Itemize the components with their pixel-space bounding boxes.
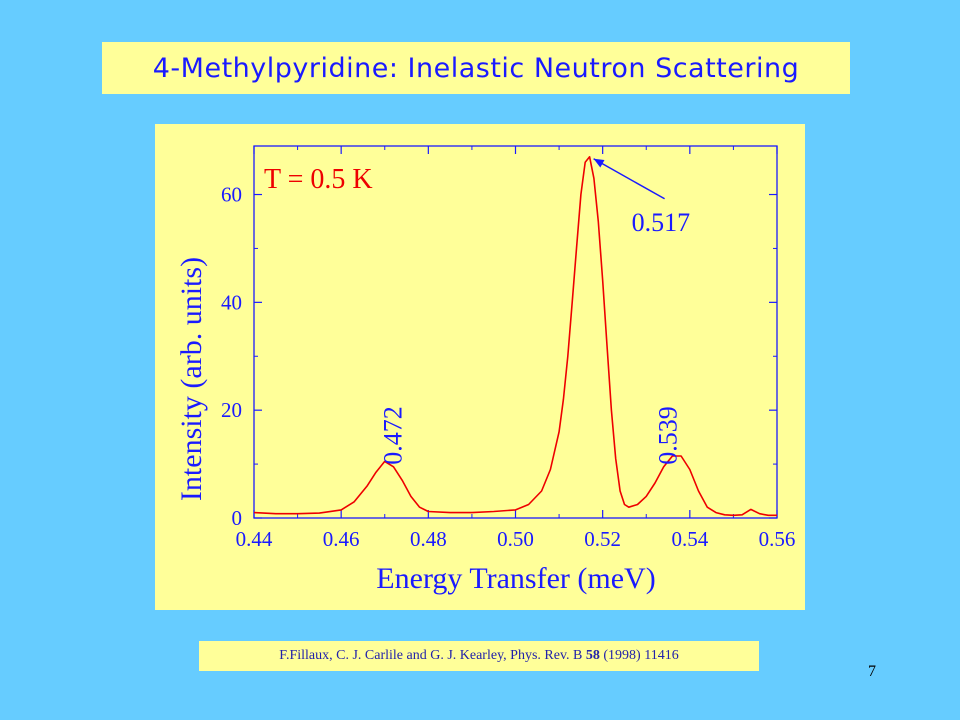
x-tick-label: 0.52 <box>584 527 621 551</box>
peak-label-left: 0.472 <box>379 406 408 465</box>
x-axis-label: Energy Transfer (meV) <box>376 562 655 595</box>
title-banner: 4-Methylpyridine: Inelastic Neutron Scat… <box>102 42 850 94</box>
citation-box: F.Fillaux, C. J. Carlile and G. J. Kearl… <box>199 641 759 671</box>
y-tick-label: 0 <box>232 506 243 530</box>
page-number: 7 <box>868 663 876 680</box>
plot-frame <box>253 145 778 519</box>
peak-arrow-head <box>593 158 605 168</box>
citation-prefix: F.Fillaux, C. J. Carlile and G. J. Kearl… <box>279 648 586 663</box>
chart-panel: Intensity (arb. units) Energy Transfer (… <box>155 124 805 610</box>
x-tick-label: 0.48 <box>410 527 447 551</box>
x-tick-label: 0.50 <box>497 527 534 551</box>
x-tick-label: 0.56 <box>759 527 796 551</box>
x-tick-label: 0.44 <box>236 527 273 551</box>
citation-volume: 58 <box>585 648 600 663</box>
peak-label-main: 0.517 <box>632 208 691 237</box>
y-tick-label: 40 <box>221 290 242 314</box>
temperature-label: T = 0.5 K <box>264 164 373 195</box>
citation-suffix: (1998) 11416 <box>599 648 679 663</box>
y-axis-label: Intensity (arb. units) <box>175 257 208 501</box>
ins-spectrum-chart: Intensity (arb. units) Energy Transfer (… <box>175 145 796 595</box>
slide-title: 4-Methylpyridine: Inelastic Neutron Scat… <box>152 52 800 84</box>
x-tick-label: 0.54 <box>671 527 708 551</box>
citation: F.Fillaux, C. J. Carlile and G. J. Kearl… <box>279 648 678 664</box>
spectrum-trace <box>253 155 777 517</box>
peak-label-left-group: 0.472 <box>379 406 408 465</box>
y-tick-label: 20 <box>221 398 242 422</box>
peak-arrow-line <box>593 158 665 200</box>
y-axis-label-group: Intensity (arb. units) <box>175 257 208 501</box>
y-tick-label: 60 <box>221 183 242 207</box>
peak-label-right: 0.539 <box>654 406 683 465</box>
peak-label-right-group: 0.539 <box>654 406 683 465</box>
x-tick-label: 0.46 <box>323 527 360 551</box>
